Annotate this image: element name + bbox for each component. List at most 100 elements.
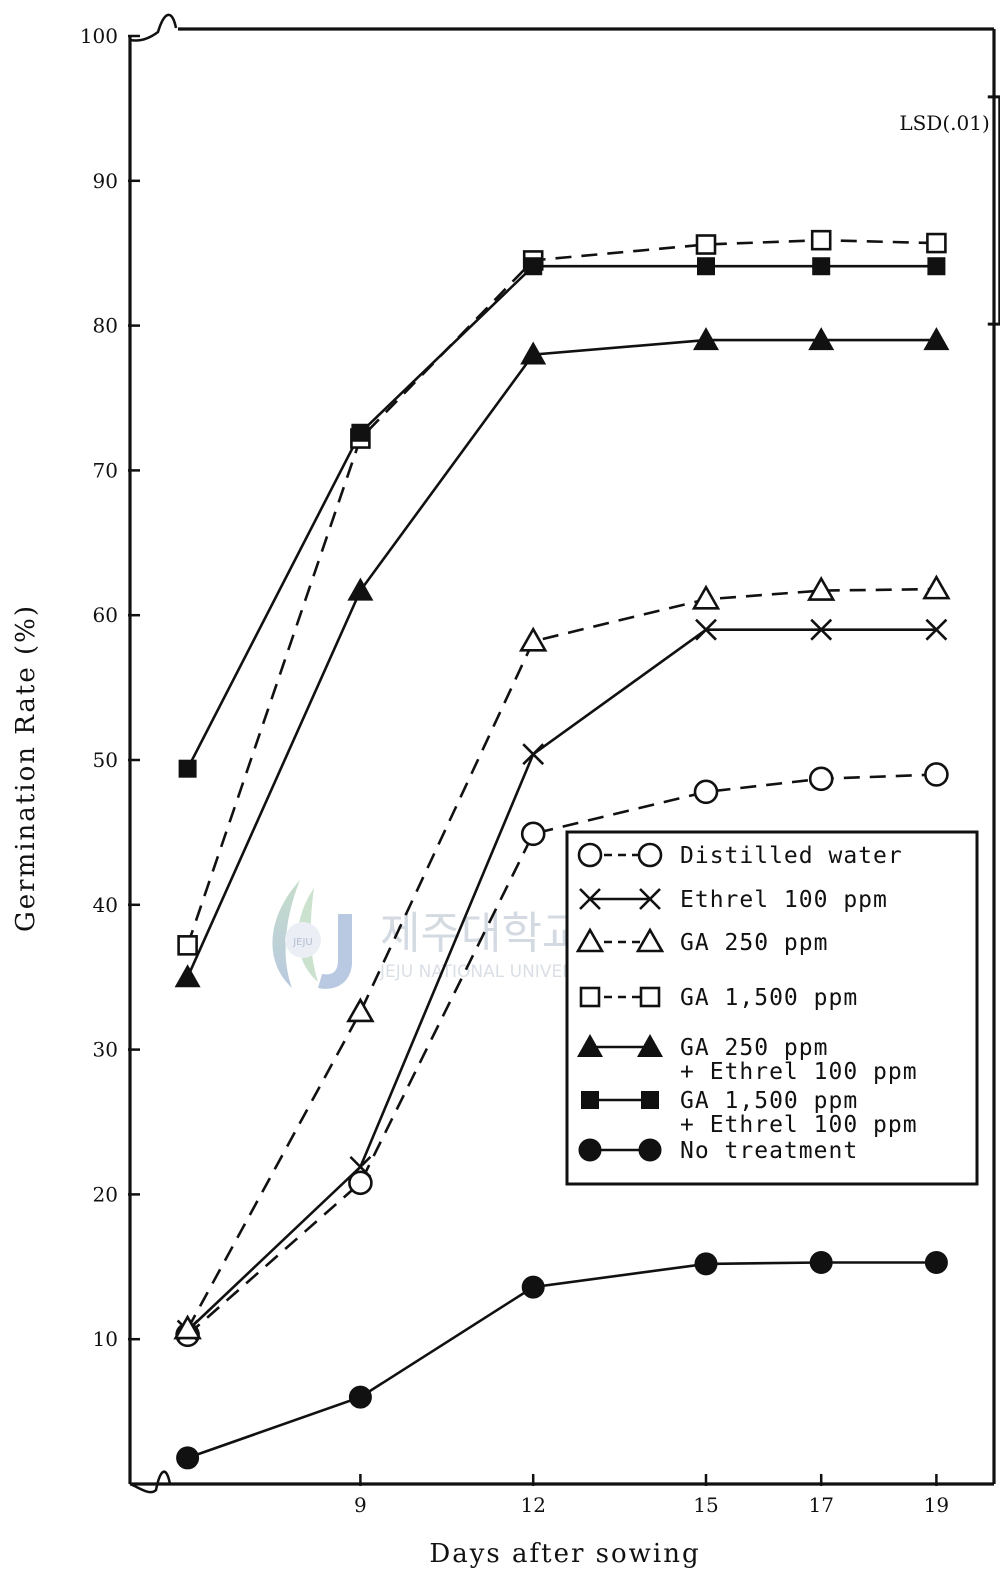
y-tick-label: 10 [93, 1327, 118, 1351]
legend-entry-6: GA 1,500 ppm+ Ethrel 100 ppm [581, 1088, 917, 1138]
y-ticks: 10 20 30 40 50 60 70 80 90 100 [80, 24, 140, 1351]
data-point-s5-2 [347, 577, 374, 601]
data-point-s4-5 [810, 229, 832, 251]
data-point-s3-5 [806, 575, 836, 601]
legend-marker-left [577, 842, 603, 868]
legend-label: GA 1,500 ppm [680, 1088, 858, 1114]
data-point-s7-3 [521, 1275, 545, 1299]
data-point-s2-6 [925, 618, 948, 641]
data-point-s3-6 [922, 574, 951, 600]
data-point-s6-3 [524, 257, 543, 276]
legend-entry-5: GA 250 ppm+ Ethrel 100 ppm [577, 1034, 918, 1085]
legend-marker-right [639, 986, 661, 1008]
x-tick-label: 15 [693, 1493, 718, 1517]
data-point-s7-5 [809, 1250, 833, 1274]
data-point-s1-4 [693, 779, 719, 805]
y-tick-label: 60 [93, 603, 118, 627]
data-point-s6-5 [812, 257, 831, 276]
data-point-s1-3 [520, 821, 546, 847]
y-tick-label: 50 [93, 748, 118, 772]
data-point-s6-1 [178, 759, 197, 778]
data-point-s3-1 [173, 1314, 202, 1340]
data-point-s3-2 [346, 997, 375, 1023]
legend-label: GA 1,500 ppm [680, 985, 858, 1011]
data-point-s5-3 [520, 341, 547, 365]
legend-marker-right [638, 1138, 662, 1162]
data-point-s2-5 [810, 618, 833, 641]
series-line-5 [186, 338, 937, 978]
legend-entry-4: GA 1,500 ppm [579, 985, 858, 1011]
legend: Distilled water Ethrel 100 ppm GA 250 ppm G… [565, 830, 979, 1186]
legend-label: GA 250 ppm [680, 930, 828, 956]
legend-entry-3: GA 250 ppm [575, 927, 828, 956]
legend-box [565, 830, 979, 1186]
data-point-s7-6 [924, 1250, 948, 1274]
legend-entry-7: No treatment [578, 1138, 858, 1164]
y-tick-label: 90 [93, 169, 118, 193]
legend-marker-left [575, 927, 605, 953]
data-point-s2-3 [522, 743, 545, 766]
series-line-1 [186, 773, 937, 1336]
data-point-s6-4 [697, 257, 715, 276]
legend-marker-right [635, 927, 665, 953]
x-tick-label: 12 [520, 1493, 545, 1517]
x-axis-title: Days after sowing [429, 1539, 700, 1569]
legend-marker-left [577, 1034, 603, 1057]
series-line-7 [187, 1261, 937, 1460]
data-point-s1-6 [924, 762, 949, 787]
lsd-bar: LSD(.01) [899, 95, 1000, 326]
axis-break-bottom-icon [129, 1470, 172, 1494]
axes [128, 13, 996, 1494]
data-point-s4-1 [177, 935, 198, 956]
legend-entry-1: Distilled water [577, 842, 903, 869]
data-point-s6-6 [927, 257, 946, 276]
series-lines [186, 238, 937, 1460]
y-tick-label: 100 [80, 24, 118, 48]
data-point-s2-2 [349, 1155, 372, 1178]
y-tick-label: 20 [93, 1182, 118, 1206]
lsd-label: LSD(.01) [899, 111, 989, 135]
legend-marker-right [637, 842, 663, 868]
data-point-s5-5 [808, 327, 835, 351]
legend-marker-left [581, 1091, 599, 1109]
data-point-s7-4 [694, 1252, 718, 1276]
series-line-3 [186, 587, 937, 1330]
legend-marker-left [579, 986, 601, 1008]
data-point-s3-3 [518, 626, 548, 652]
x-ticks: 9 12 15 17 19 [354, 1474, 949, 1517]
axis-break-top-icon [129, 13, 178, 42]
data-point-s1-2 [348, 1170, 373, 1196]
data-point-s7-2 [348, 1385, 372, 1409]
legend-marker-left [579, 888, 601, 910]
series-line-2 [186, 628, 937, 1332]
data-point-s4-4 [695, 234, 717, 255]
data-point-s5-4 [693, 327, 719, 351]
series-line-4 [186, 238, 937, 946]
y-tick-label: 70 [93, 458, 118, 482]
series-line-6 [186, 264, 937, 770]
y-axis-title: Germination Rate (%) [11, 604, 41, 932]
legend-label-line2: + Ethrel 100 ppm [680, 1059, 918, 1085]
x-tick-label: 9 [354, 1493, 367, 1517]
data-point-s3-4 [691, 584, 721, 610]
data-point-s4-6 [926, 232, 947, 254]
legend-entry-2: Ethrel 100 ppm [579, 887, 888, 913]
data-point-s1-5 [808, 766, 834, 792]
legend-label: No treatment [680, 1138, 858, 1164]
data-point-s5-1 [174, 964, 201, 988]
data-point-s2-4 [695, 618, 717, 641]
data-point-s7-1 [176, 1446, 200, 1470]
series-markers [173, 229, 951, 1470]
legend-marker-left [578, 1138, 602, 1162]
y-tick-label: 40 [93, 893, 118, 917]
watermark-logo-icon: JEJU [272, 880, 352, 989]
data-point-s5-6 [923, 327, 950, 351]
legend-label: Distilled water [680, 843, 903, 869]
x-tick-label: 19 [924, 1493, 949, 1517]
legend-marker-right [639, 888, 661, 910]
y-tick-label: 30 [93, 1038, 118, 1062]
data-point-s6-2 [351, 423, 370, 442]
y-tick-label: 80 [93, 314, 118, 338]
watermark-logo-text: JEJU [292, 937, 313, 948]
legend-label: Ethrel 100 ppm [680, 887, 888, 913]
